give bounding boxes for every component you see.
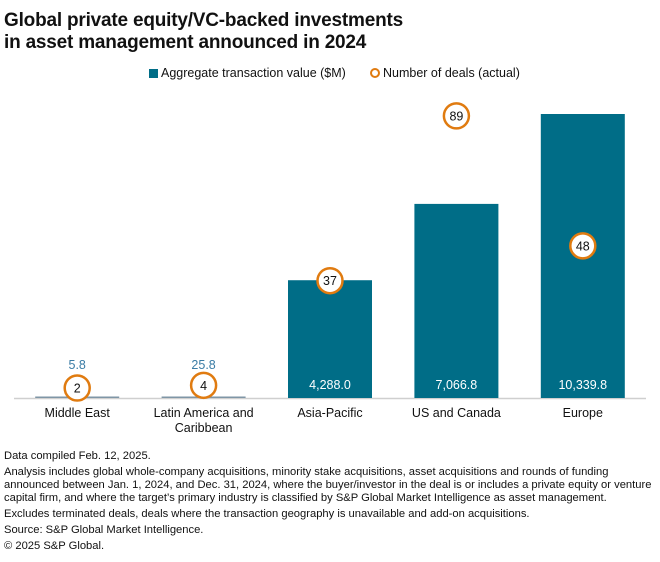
legend-square-icon xyxy=(149,68,158,78)
note-compiled: Data compiled Feb. 12, 2025. xyxy=(4,450,151,462)
category-label-0: Middle East xyxy=(45,406,111,420)
bar-3 xyxy=(414,203,499,398)
deal-marker-1 xyxy=(189,371,218,400)
chart-plot: 5.8 2 Middle East 25.8 4 Latin America andCar… xyxy=(14,102,646,435)
bar-value-label-3: 7,066.8 xyxy=(436,378,478,392)
category-label-3: US and Canada xyxy=(412,406,501,420)
category-label-1: Latin America and xyxy=(154,406,254,420)
deal-marker-3 xyxy=(442,102,471,130)
chart-title-line-2: in asset management announced in 2024 xyxy=(4,32,367,53)
deal-label-1: 4 xyxy=(200,379,207,393)
category-label-1-line-1: Caribbean xyxy=(175,421,233,435)
deal-label-4: 48 xyxy=(576,239,590,253)
bar-value-label-0: 5.8 xyxy=(69,358,86,372)
category-label-4: Europe xyxy=(563,406,603,420)
note-analysis: Analysis includes global whole-company a… xyxy=(4,466,652,504)
note-excludes: Excludes terminated deals, deals where t… xyxy=(4,508,530,520)
chart-title-line-1: Global private equity/VC-backed investme… xyxy=(4,10,403,31)
chart-notes: Data compiled Feb. 12, 2025. Analysis in… xyxy=(4,450,659,556)
deal-label-3: 89 xyxy=(449,109,463,123)
note-copyright: © 2025 S&P Global. xyxy=(4,540,105,552)
note-source: Source: S&P Global Market Intelligence. xyxy=(4,524,204,536)
deal-marker-2 xyxy=(316,266,344,295)
bar-value-label-4: 10,339.8 xyxy=(558,378,607,392)
legend-label-deals: Number of deals (actual) xyxy=(383,66,520,80)
category-label-2: Asia-Pacific xyxy=(297,406,362,420)
bar-value-label-1: 25.8 xyxy=(191,358,215,372)
deal-label-0: 2 xyxy=(74,382,81,396)
chart-title: Global private equity/VC-backed investme… xyxy=(4,10,403,54)
legend-item-value: Aggregate transaction value ($M) xyxy=(149,66,346,80)
legend-label-value: Aggregate transaction value ($M) xyxy=(161,66,346,80)
bar-value-label-2: 4,288.0 xyxy=(309,378,351,392)
bar-2 xyxy=(288,280,372,398)
legend-ring-icon xyxy=(370,68,380,78)
deal-marker-0 xyxy=(63,374,91,402)
deal-marker-4 xyxy=(569,232,597,260)
deal-label-2: 37 xyxy=(323,274,337,288)
legend-item-deals: Number of deals (actual) xyxy=(370,66,520,80)
